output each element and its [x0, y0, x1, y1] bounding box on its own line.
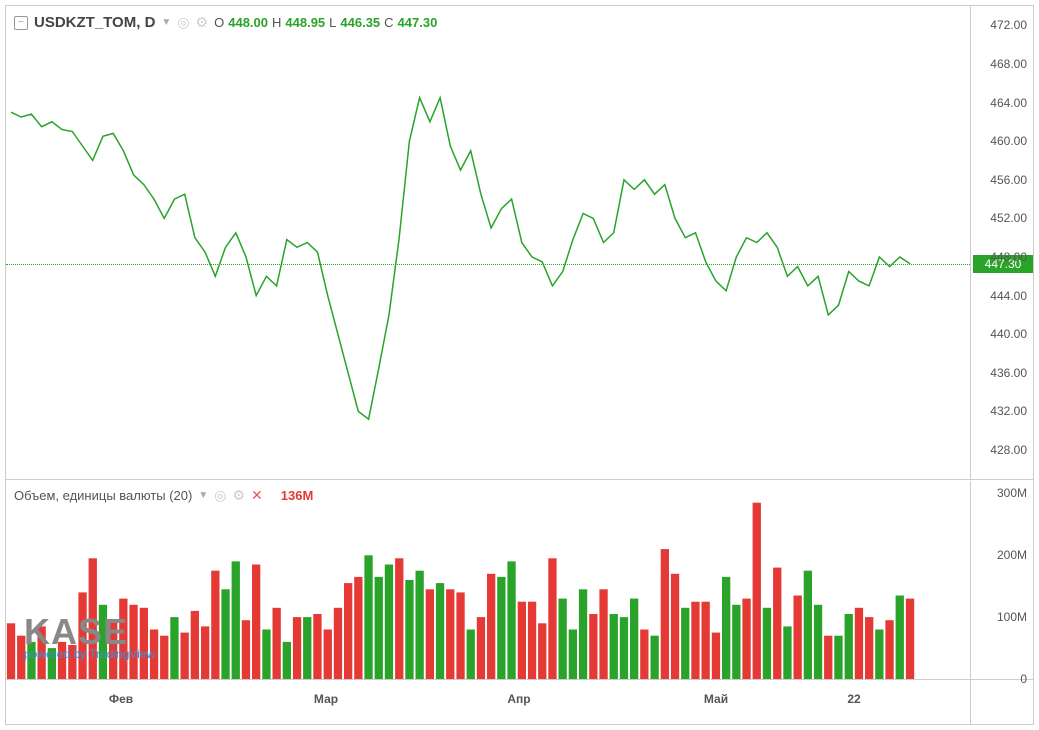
price-tick: 428.00 [990, 443, 1027, 457]
gear-icon[interactable]: ⚙ [196, 14, 209, 31]
volume-tick: 200M [997, 548, 1027, 562]
current-price-line [6, 264, 970, 265]
volume-y-axis[interactable]: 300M200M100M0 [970, 481, 1033, 680]
chart-header: − USDKZT_TOM, D ▼ ◎ ⚙ O448.00 H448.95 L4… [14, 14, 437, 31]
volume-tick: 100M [997, 610, 1027, 624]
price-tick: 440.00 [990, 327, 1027, 341]
time-x-axis[interactable]: Фев Мар Апр Май 22 [6, 680, 970, 724]
price-tick: 472.00 [990, 18, 1027, 32]
time-tick: Май [704, 692, 728, 706]
ohlc-readout: O448.00 H448.95 L446.35 C447.30 [214, 15, 437, 30]
close-icon[interactable]: ✕ [251, 487, 263, 504]
chevron-down-icon[interactable]: ▼ [161, 17, 171, 28]
chart-container: − USDKZT_TOM, D ▼ ◎ ⚙ O448.00 H448.95 L4… [5, 5, 1034, 725]
gear-icon[interactable]: ⚙ [232, 487, 245, 504]
price-tick: 464.00 [990, 96, 1027, 110]
price-y-axis[interactable]: 447.30 472.00468.00464.00460.00456.00452… [970, 6, 1033, 480]
volume-header: Объем, единицы валюты (20) ▼ ◎ ⚙ ✕ 136M [14, 487, 313, 504]
price-tick: 432.00 [990, 404, 1027, 418]
price-tick: 436.00 [990, 366, 1027, 380]
volume-value: 136M [281, 488, 314, 503]
axis-corner [970, 680, 1033, 724]
powered-by-label: powered by TradingView [24, 647, 155, 661]
price-line-chart [6, 6, 970, 479]
price-tick: 452.00 [990, 211, 1027, 225]
watermark: KASE powered by TradingView [24, 611, 155, 661]
price-tick: 444.00 [990, 289, 1027, 303]
time-tick: Апр [507, 692, 530, 706]
price-tick: 456.00 [990, 173, 1027, 187]
target-icon[interactable]: ◎ [214, 487, 226, 504]
collapse-icon[interactable]: − [14, 16, 28, 30]
time-tick: Мар [314, 692, 338, 706]
price-pane[interactable]: − USDKZT_TOM, D ▼ ◎ ⚙ O448.00 H448.95 L4… [6, 6, 970, 480]
time-tick: 22 [847, 692, 860, 706]
price-tick: 468.00 [990, 57, 1027, 71]
volume-title[interactable]: Объем, единицы валюты (20) [14, 488, 192, 503]
time-tick: Фев [109, 692, 133, 706]
price-tick: 448.00 [990, 250, 1027, 264]
volume-tick: 300M [997, 486, 1027, 500]
chevron-down-icon[interactable]: ▼ [198, 490, 208, 501]
volume-pane[interactable]: KASE powered by TradingView Объем, едини… [6, 481, 970, 680]
price-tick: 460.00 [990, 134, 1027, 148]
symbol-name[interactable]: USDKZT_TOM, D [34, 14, 155, 31]
target-icon[interactable]: ◎ [177, 14, 189, 31]
